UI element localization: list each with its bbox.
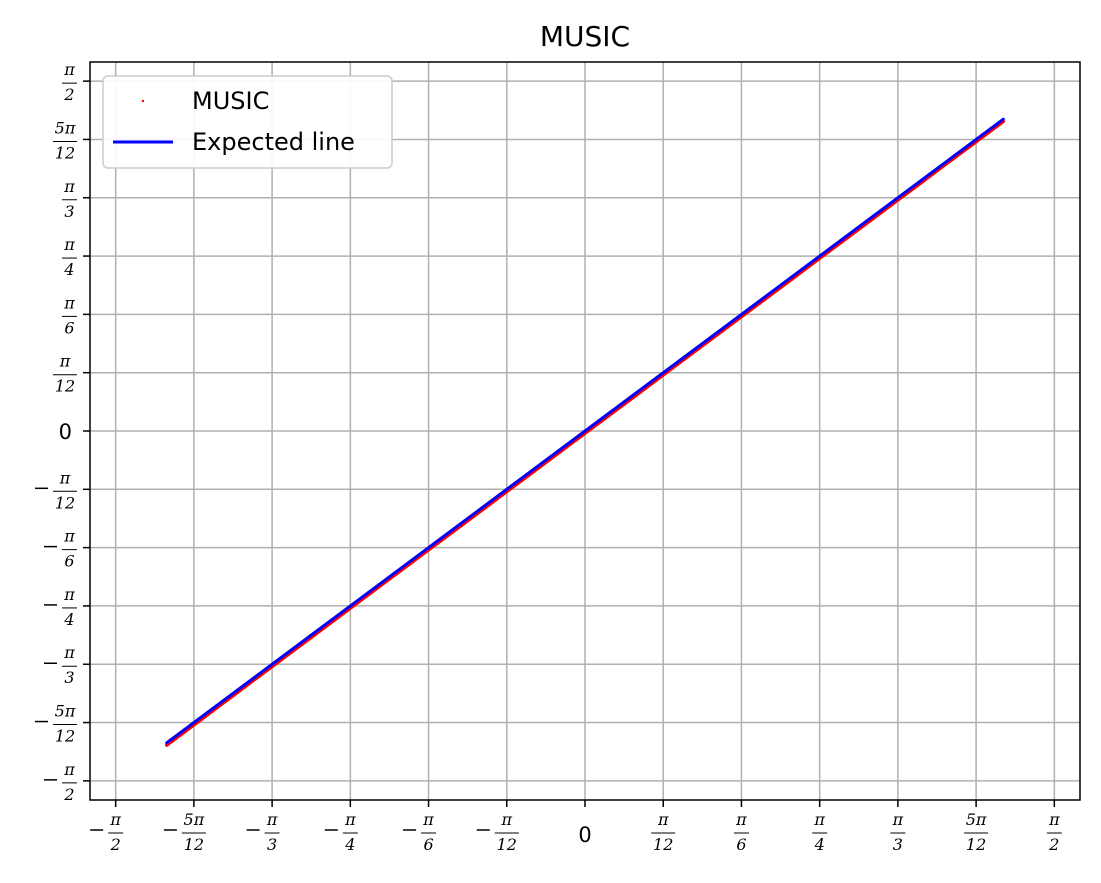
x-tick-label-denominator: 6	[423, 835, 433, 854]
y-tick-label: π3	[44, 643, 77, 687]
y-tick-label-denominator: 3	[64, 668, 74, 687]
x-tick-label: π4	[324, 810, 358, 854]
x-tick-label-denominator: 12	[653, 835, 673, 854]
x-tick-label-denominator: 4	[344, 835, 355, 854]
grid	[90, 62, 1080, 800]
y-tick-label-numerator: π	[63, 235, 75, 254]
x-tick-label-numerator: π	[813, 810, 825, 829]
x-tick-label: π6	[733, 810, 749, 854]
chart-title: MUSIC	[540, 20, 630, 53]
y-tick-label: π6	[62, 293, 77, 337]
x-tick-label: π 12	[476, 810, 519, 854]
x-tick-label: π3	[246, 810, 280, 854]
x-tick-label-numerator: π	[109, 810, 121, 829]
x-tick-label-denominator: 6	[736, 835, 746, 854]
y-tick-label-denominator: 2	[63, 85, 74, 104]
x-tick-label-numerator: 5π	[966, 810, 987, 829]
x-tick-label-numerator: π	[422, 810, 434, 829]
x-tick-label-denominator: 12	[966, 835, 986, 854]
x-tick-label: 0	[578, 823, 591, 847]
x-tick-label: π2	[90, 810, 124, 854]
y-tick-label-numerator: π	[59, 352, 71, 371]
y-tick-label-numerator: π	[63, 177, 75, 196]
x-tick-label-numerator: π	[501, 810, 513, 829]
x-tick-label: π2	[1046, 810, 1062, 854]
music-point	[165, 743, 168, 747]
legend-box	[102, 75, 393, 169]
x-tick-label-denominator: 12	[184, 835, 204, 854]
x-tick-label: π4	[812, 810, 828, 854]
legend-marker-music	[141, 99, 145, 103]
y-tick-label-denominator: 12	[55, 377, 75, 396]
y-tick-label-denominator: 2	[63, 785, 74, 804]
x-tick-label: π 12	[651, 810, 676, 854]
y-tick-label-numerator: π	[63, 60, 75, 79]
x-tick-label-numerator: 5π	[184, 810, 205, 829]
x-tick-label-denominator: 3	[893, 835, 903, 854]
series-layer	[164, 117, 1006, 747]
x-tick-label-numerator: π	[344, 810, 356, 829]
x-tick-label: π3	[890, 810, 906, 854]
x-tick-label: π6	[403, 810, 437, 854]
y-tick-label: π 12	[35, 468, 77, 512]
y-tick-label-numerator: π	[63, 527, 75, 546]
y-tick-label: π3	[62, 177, 77, 221]
legend-label-expected-line: Expected line	[192, 128, 355, 156]
y-tick-label-numerator: π	[63, 293, 75, 312]
y-tick-label-denominator: 12	[55, 143, 75, 162]
y-tick-label-denominator: 6	[64, 552, 74, 571]
y-tick-label-denominator: 4	[63, 260, 74, 279]
y-tick-label-denominator: 12	[55, 727, 75, 746]
legend-label-music: MUSIC	[192, 87, 269, 115]
x-tick-label-numerator: π	[735, 810, 747, 829]
y-tick-label-numerator: π	[63, 760, 75, 779]
x-tick-label-numerator: π	[1048, 810, 1060, 829]
y-tick-label: π2	[44, 760, 77, 804]
y-tick-label: 0	[59, 420, 72, 444]
x-tick-label-denominator: 2	[1048, 835, 1059, 854]
y-tick-label-numerator: π	[63, 585, 75, 604]
y-tick-label-numerator: 5π	[55, 702, 76, 721]
x-tick-label-denominator: 12	[497, 835, 517, 854]
y-tick-label-denominator: 12	[55, 493, 75, 512]
x-tick-label-denominator: 4	[814, 835, 825, 854]
y-tick-label-numerator: π	[63, 643, 75, 662]
x-tick-label-denominator: 3	[267, 835, 277, 854]
y-tick-label-denominator: 6	[64, 318, 74, 337]
y-tick-label: π4	[62, 235, 77, 279]
y-tick-label-numerator: 5π	[55, 118, 76, 137]
y-tick-label: π2	[62, 60, 77, 104]
y-tick-label-numerator: π	[59, 468, 71, 487]
x-tick-label-numerator: π	[657, 810, 669, 829]
x-tick-label-numerator: π	[892, 810, 904, 829]
expected-line	[165, 117, 1005, 745]
y-tick-label-denominator: 3	[64, 202, 74, 221]
y-tick-label-denominator: 4	[63, 610, 74, 629]
x-tick-label-numerator: π	[266, 810, 278, 829]
y-tick-label: π 12	[53, 352, 77, 396]
y-tick-label: π4	[44, 585, 77, 629]
y-tick-label: π6	[44, 527, 77, 571]
x-tick-label-denominator: 2	[110, 835, 121, 854]
legend: MUSIC Expected line	[102, 75, 393, 169]
